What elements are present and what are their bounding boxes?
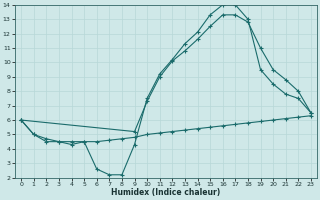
X-axis label: Humidex (Indice chaleur): Humidex (Indice chaleur) — [111, 188, 221, 197]
